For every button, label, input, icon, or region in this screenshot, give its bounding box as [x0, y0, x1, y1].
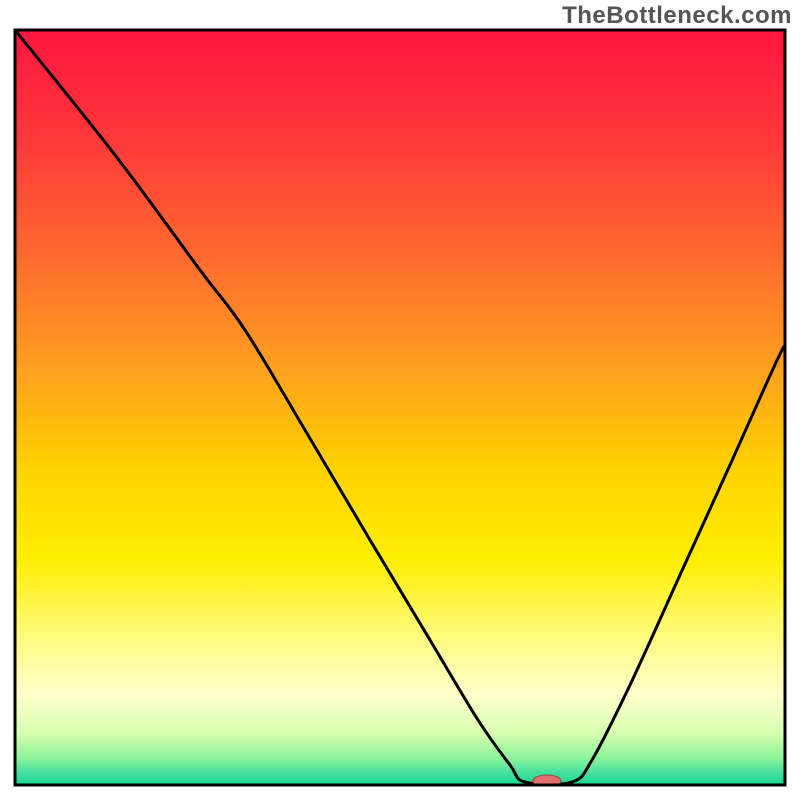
chart-container: TheBottleneck.com [0, 0, 800, 800]
watermark-label: TheBottleneck.com [562, 2, 792, 30]
bottleneck-chart [0, 0, 800, 800]
